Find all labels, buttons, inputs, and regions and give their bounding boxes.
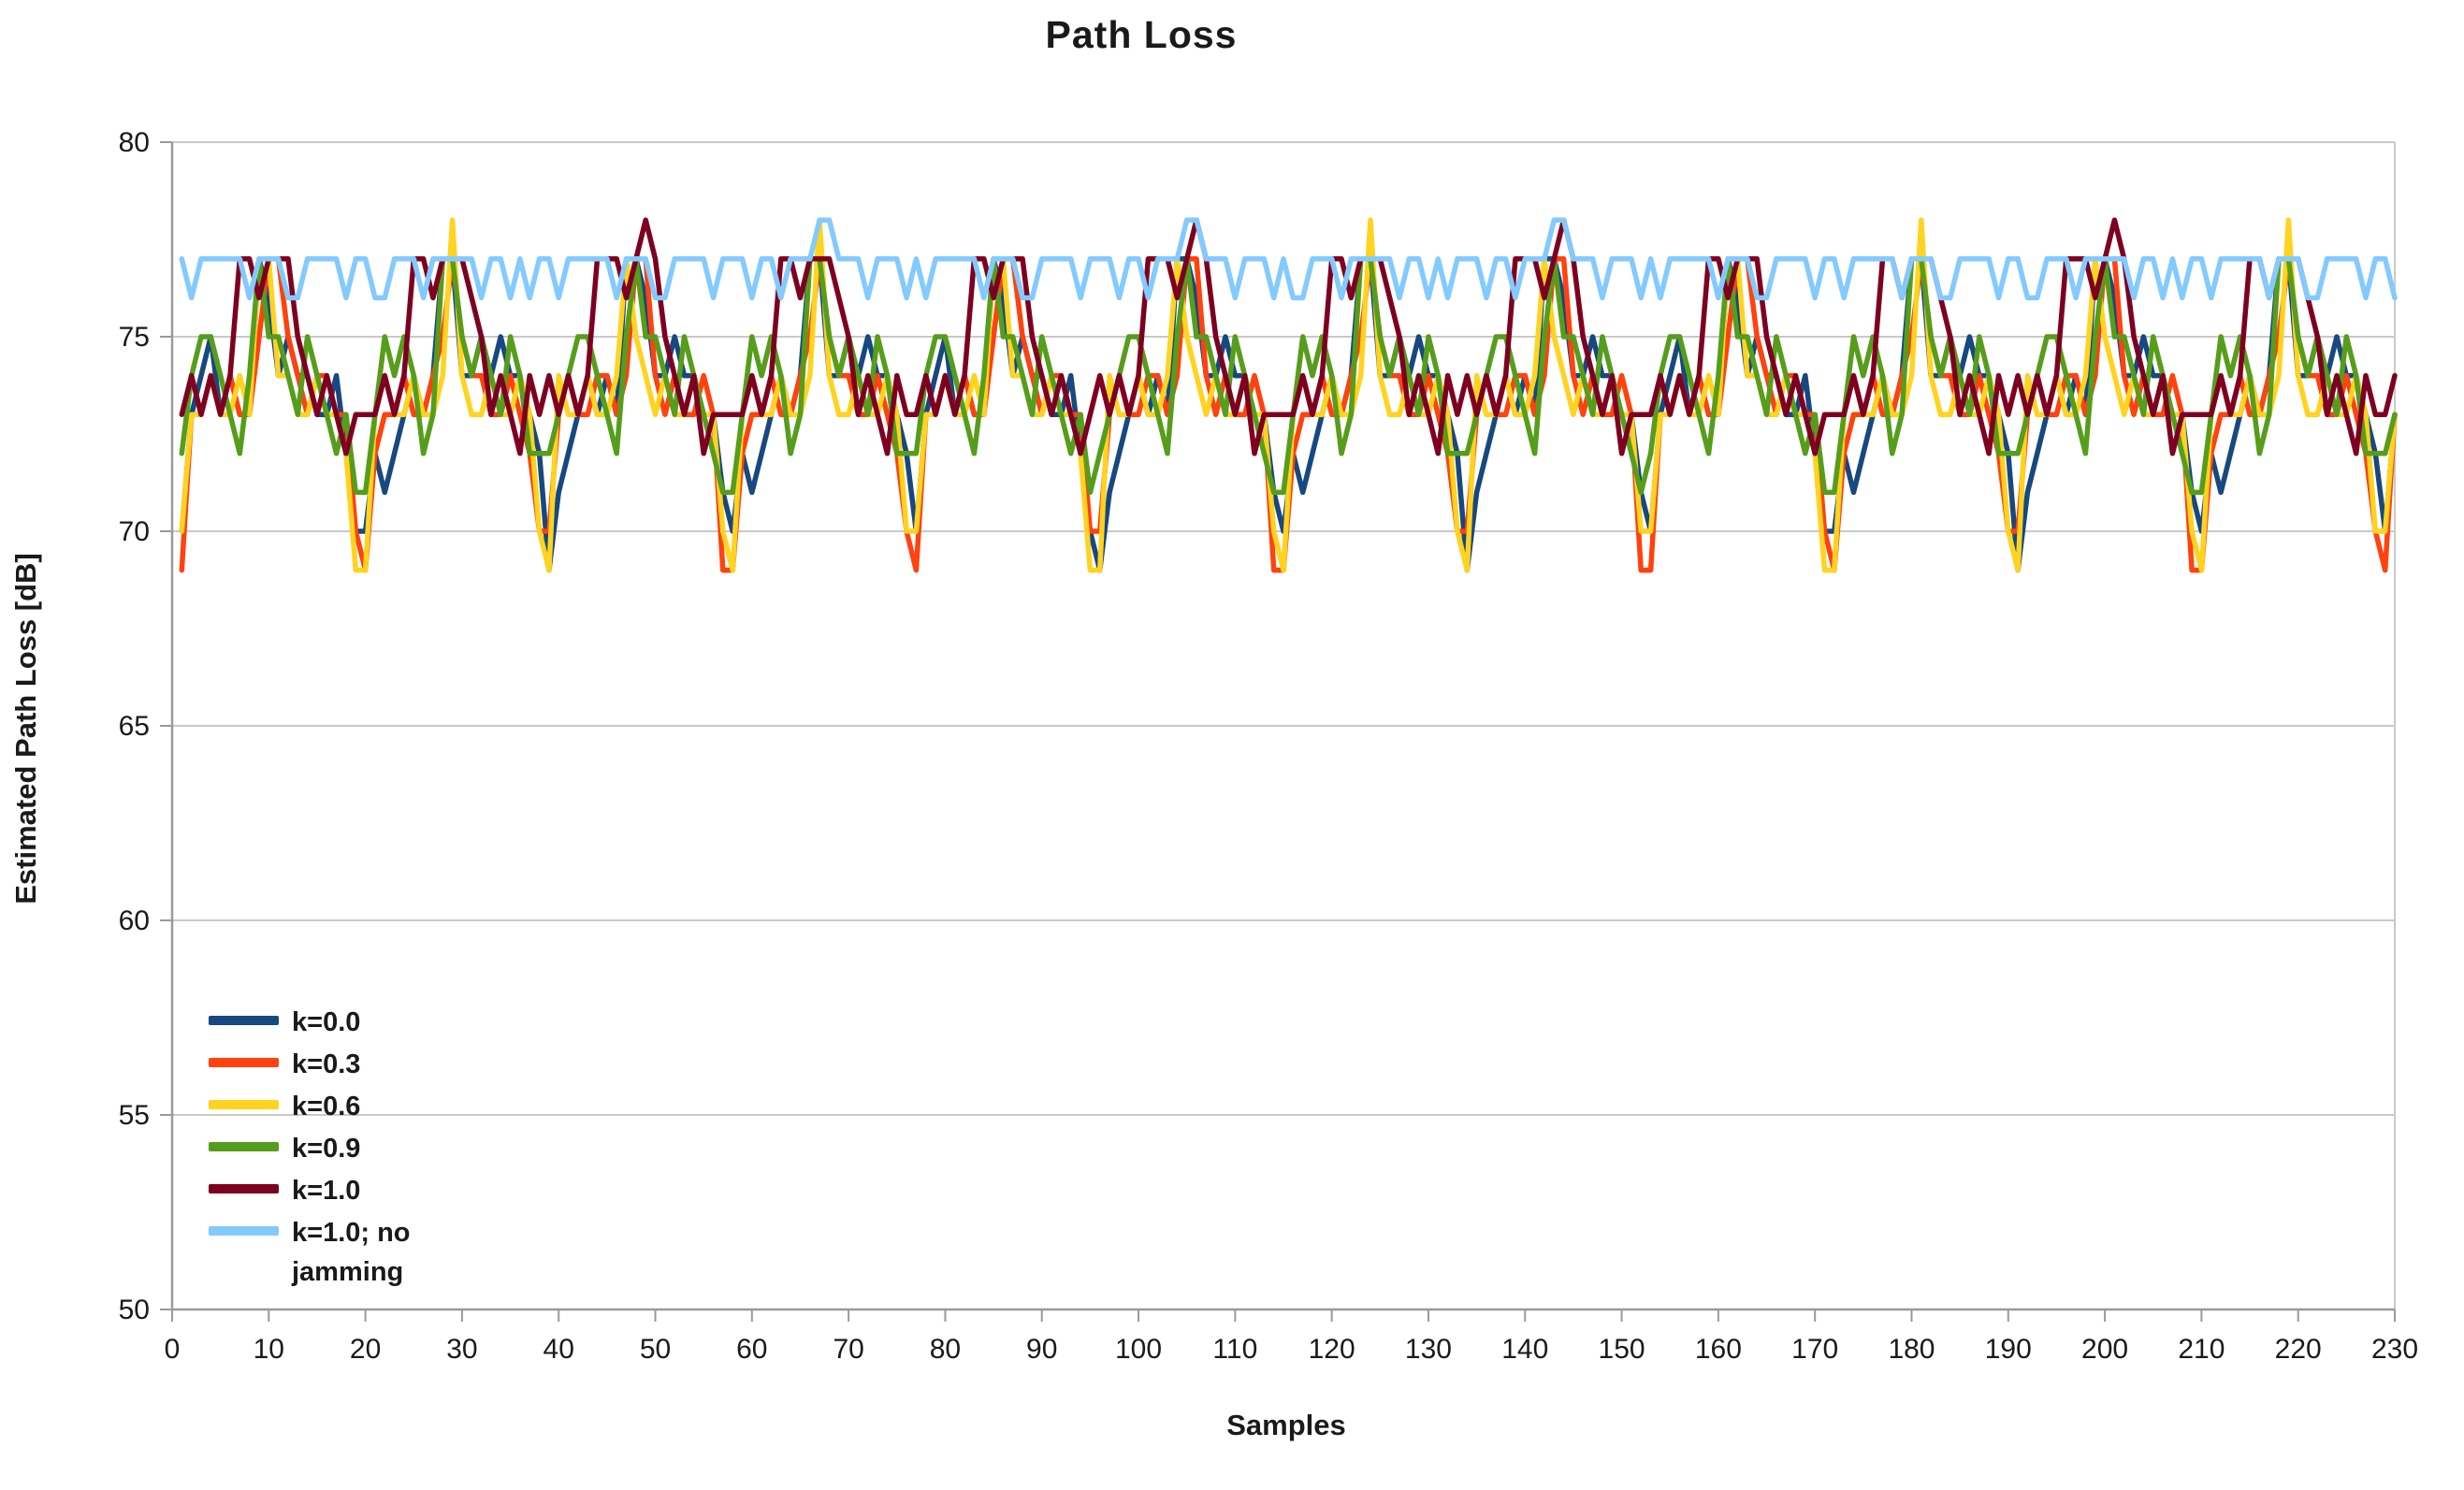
legend-item-k06: k=0.6: [209, 1087, 452, 1129]
x-tick-label-140: 140: [1501, 1334, 1548, 1365]
x-tick-label-130: 130: [1405, 1334, 1452, 1365]
x-tick-label-30: 30: [446, 1334, 477, 1365]
y-tick-label-50: 50: [119, 1295, 150, 1325]
legend-swatch-k10: [209, 1184, 279, 1193]
x-tick-label-20: 20: [350, 1334, 381, 1365]
x-tick-label-220: 220: [2275, 1334, 2322, 1365]
series-line-k09: [179, 256, 2398, 496]
legend-swatch-k00: [209, 1016, 279, 1025]
x-tick-label-230: 230: [2371, 1334, 2418, 1365]
series-line-k10: [179, 217, 2398, 456]
y-tick-label-55: 55: [119, 1100, 150, 1131]
legend-swatch-k03: [209, 1058, 279, 1067]
x-tick-label-50: 50: [640, 1334, 671, 1365]
legend-label-k09: k=0.9: [292, 1134, 361, 1164]
x-tick-label-90: 90: [1026, 1334, 1057, 1365]
x-tick-label-110: 110: [1212, 1334, 1257, 1365]
x-tick-label-210: 210: [2178, 1334, 2225, 1365]
legend-label-k03: k=0.3: [292, 1049, 361, 1079]
legend: k=0.0 k=0.3 k=0.6 k=0.9 k=1.0 k=1.0; no jammi…: [209, 1003, 452, 1292]
legend-label-k00: k=0.0: [292, 1007, 361, 1037]
x-tick-label-170: 170: [1791, 1334, 1838, 1365]
y-tick-label-60: 60: [119, 905, 150, 936]
y-tick-label-65: 65: [119, 711, 150, 742]
legend-item-k03: k=0.3: [209, 1045, 452, 1087]
legend-swatch-k10nj: [209, 1226, 279, 1236]
legend-item-k09: k=0.9: [209, 1129, 452, 1171]
y-tick-label-80: 80: [119, 127, 150, 158]
x-tick-label-70: 70: [833, 1334, 863, 1365]
legend-item-k10nj: k=1.0; no jamming: [209, 1213, 452, 1292]
legend-label-k06: k=0.6: [292, 1092, 361, 1121]
x-tick-label-160: 160: [1695, 1334, 1742, 1365]
x-tick-label-0: 0: [165, 1334, 181, 1365]
legend-item-k10: k=1.0: [209, 1171, 452, 1213]
legend-item-k00: k=0.0: [209, 1003, 452, 1045]
x-tick-label-10: 10: [254, 1334, 284, 1365]
legend-swatch-k06: [209, 1100, 279, 1109]
x-tick-label-150: 150: [1599, 1334, 1645, 1365]
x-axis-title: Samples: [1226, 1409, 1346, 1441]
series-line-k10nj: [179, 217, 2398, 301]
y-tick-label-75: 75: [119, 322, 150, 353]
legend-label-k10nj: k=1.0; no jamming: [292, 1218, 411, 1287]
x-tick-label-120: 120: [1309, 1334, 1355, 1365]
x-tick-label-190: 190: [1985, 1334, 2032, 1365]
chart-title: Path Loss: [1045, 13, 1238, 56]
x-tick-label-60: 60: [736, 1334, 767, 1365]
x-tick-label-100: 100: [1115, 1334, 1162, 1365]
x-tick-label-180: 180: [1888, 1334, 1935, 1365]
legend-swatch-k09: [209, 1142, 279, 1151]
x-tick-label-200: 200: [2081, 1334, 2128, 1365]
legend-label-k10: k=1.0: [292, 1176, 361, 1206]
y-tick-label-70: 70: [119, 516, 150, 547]
x-tick-label-80: 80: [930, 1334, 961, 1365]
x-tick-label-40: 40: [544, 1334, 574, 1365]
